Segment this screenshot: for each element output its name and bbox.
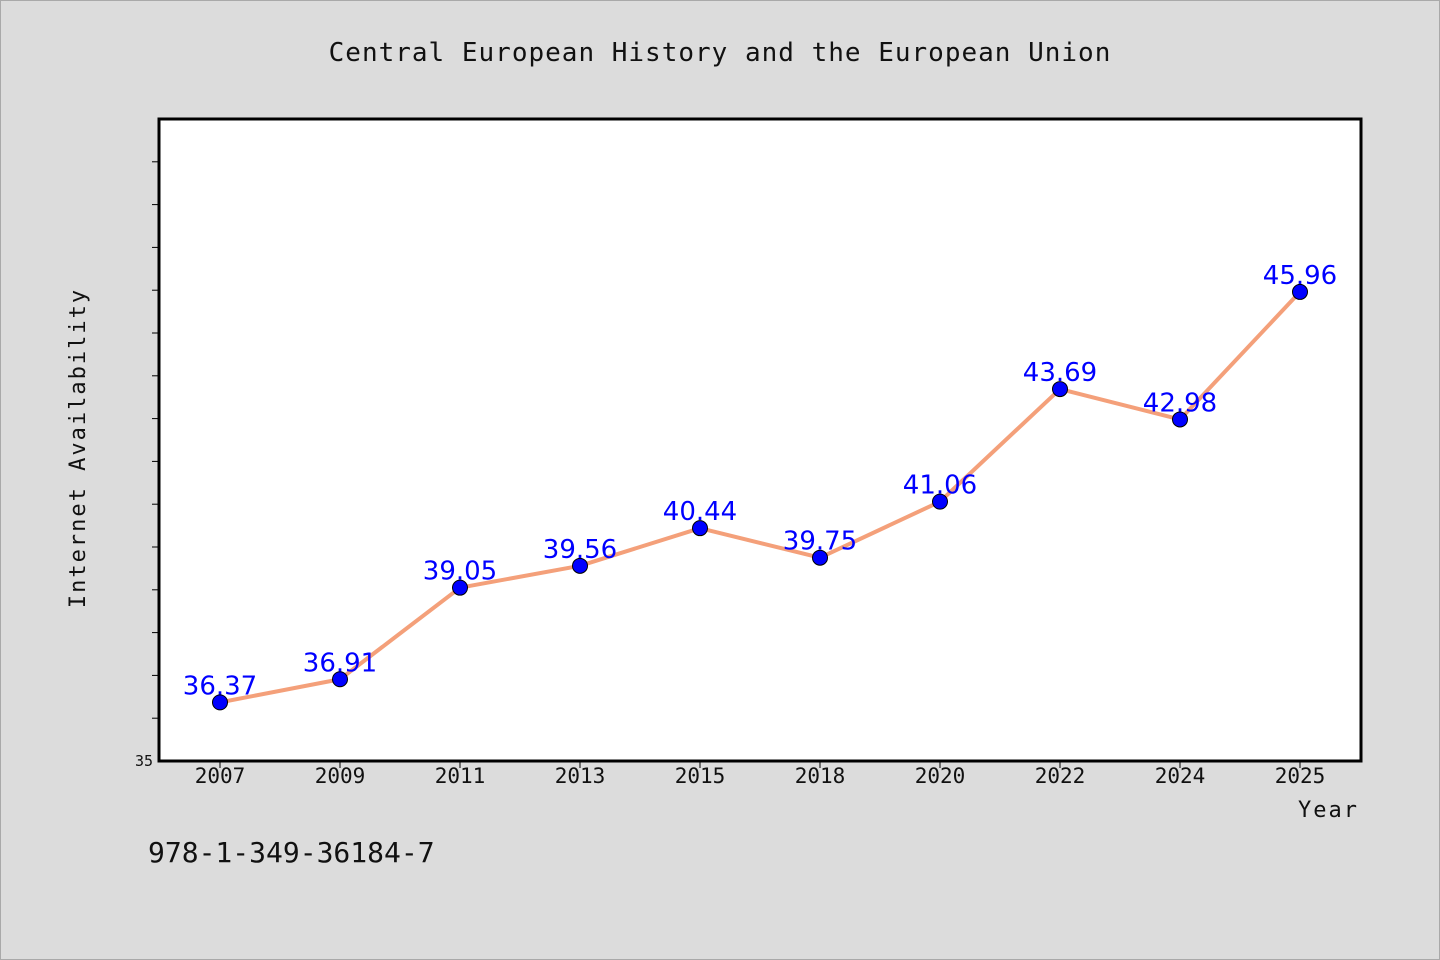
x-tick-label: 2025 [1275, 764, 1326, 788]
x-tick-labels: 2007 2009 2011 2013 2015 2018 2020 2022 2024 2025 [195, 764, 1326, 788]
x-tick-label: 2015 [675, 764, 726, 788]
x-tick-label: 2013 [555, 764, 606, 788]
x-tick-label: 2018 [795, 764, 846, 788]
data-label: 42.98 [1143, 388, 1217, 418]
data-point [812, 549, 828, 566]
data-label: 39.05 [423, 557, 497, 587]
data-markers [212, 283, 1308, 711]
data-point [932, 493, 948, 510]
data-label: 43.69 [1023, 358, 1097, 388]
x-tick-label: 2022 [1035, 764, 1086, 788]
data-point [212, 694, 228, 711]
plot-area [157, 117, 1363, 763]
data-label: 39.56 [543, 535, 617, 565]
series-line [219, 290, 1302, 705]
data-point [1172, 411, 1188, 428]
data-point [572, 557, 588, 574]
chart-title: Central European History and the Europea… [329, 38, 1112, 68]
y-axis-label: Internet Availability [66, 288, 91, 608]
isbn-text: 978-1-349-36184-7 [148, 836, 435, 869]
data-label: 41.06 [903, 471, 977, 501]
y-axis-ticks [152, 161, 159, 719]
x-tick-label: 2024 [1155, 764, 1206, 788]
data-label: 40.44 [663, 497, 737, 527]
data-point [1292, 283, 1308, 300]
data-point [1052, 381, 1068, 398]
x-tick-label: 2020 [915, 764, 966, 788]
data-label: 39.75 [783, 527, 857, 557]
data-label: 45.96 [1263, 261, 1337, 291]
x-tick-label: 2007 [195, 764, 246, 788]
data-point [332, 671, 348, 688]
x-tick-label: 2011 [435, 764, 486, 788]
y-tick-label: 35 [135, 752, 153, 770]
data-label: 36.91 [303, 648, 377, 678]
data-point [452, 579, 468, 596]
x-axis-label: Year [1298, 798, 1359, 823]
data-label: 36.37 [183, 671, 257, 701]
x-axis-ticks [219, 761, 1301, 768]
data-labels: 36.37 36.91 39.05 39.56 40.44 39.75 41.06 43.69… [183, 261, 1337, 701]
data-point [692, 520, 708, 537]
x-tick-label: 2009 [315, 764, 366, 788]
